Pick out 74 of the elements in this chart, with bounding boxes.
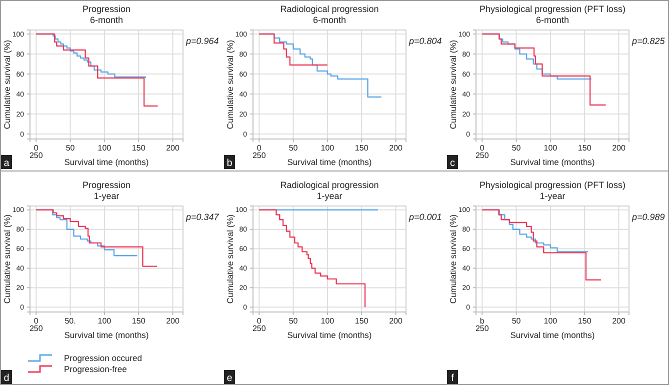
x-tick-label: 0 (34, 316, 39, 326)
x-tick-label: 100 (544, 316, 558, 326)
text: p=0.964 (185, 36, 219, 46)
x-tick-label: 200 (166, 144, 180, 153)
x-tick-label: 50 (512, 144, 522, 153)
x-tick-label: 150 (578, 144, 592, 153)
chart-subtitle: 6-month (90, 15, 124, 25)
x-axis-title: Survival time (months) (64, 157, 149, 167)
x-axis-title: Survival time (months) (510, 157, 595, 167)
text: 250 (475, 151, 490, 160)
x-tick-label: 150 (132, 144, 146, 153)
x-axis-title: Survival time (months) (64, 330, 149, 340)
y-axis-title: Cumulative survival (%) (2, 214, 12, 304)
y-axis-title: Cumulative survival (%) (225, 214, 235, 304)
chart-title: Progression (82, 4, 131, 14)
chart-title: Radiological progression (280, 180, 379, 190)
text: p=0.804 (408, 36, 442, 46)
chart-title: Physiological progression (PFT loss) (480, 4, 626, 14)
x-tick-label: 200 (389, 144, 403, 153)
x-tick-label: 200 (612, 144, 626, 153)
text: d (4, 373, 10, 384)
chart-subtitle: 1-year (540, 191, 566, 201)
x-tick-label: 100 (320, 316, 335, 326)
x-tick-label: 150 (354, 144, 369, 153)
x-tick-label: 0 (34, 144, 39, 153)
x-axis-title: Survival time (months) (287, 330, 372, 340)
x-tick-label: 150 (132, 316, 146, 326)
x-tick-label: 0 (256, 144, 262, 153)
chart-title: Progression (82, 180, 131, 190)
x-tick-label: 200 (389, 316, 403, 326)
text: p=0.347 (185, 212, 220, 222)
text: 250 (252, 324, 266, 333)
chart-title: Physiological progression (PFT loss) (480, 180, 626, 190)
x-tick-label: b (480, 316, 485, 326)
legend-label: Progression-free (64, 364, 128, 374)
text: b (226, 158, 233, 169)
x-tick-label: 0 (256, 316, 262, 326)
x-tick-label: 50 (512, 316, 522, 326)
x-tick-label: 200 (612, 316, 626, 326)
chart-subtitle: 1-year (316, 191, 342, 201)
x-tick-label: 0 (480, 144, 485, 153)
text: 250 (475, 324, 490, 333)
text: 250 (29, 324, 44, 333)
legend-label: Progression occured (64, 353, 142, 363)
x-tick-label: 100 (98, 316, 112, 326)
text: f (451, 373, 454, 384)
text: a (4, 158, 10, 169)
chart-subtitle: 6-month (312, 15, 346, 25)
x-tick-label: 150 (354, 316, 369, 326)
x-axis-title: Survival time (months) (287, 157, 372, 167)
chart-subtitle: 1-year (94, 191, 120, 201)
chart-title: Radiological progression (280, 4, 379, 14)
text: p=0.989 (631, 212, 665, 222)
x-tick-label: 100 (98, 144, 112, 153)
text: e (226, 373, 233, 384)
x-tick-label: 50. (64, 316, 76, 326)
text: p=0.825 (631, 36, 666, 46)
x-tick-label: 50 (288, 144, 298, 153)
chart-subtitle: 6-month (536, 15, 570, 25)
y-axis-title: Cumulative survival (%) (225, 40, 235, 130)
x-tick-label: 200 (166, 316, 180, 326)
text: 250 (252, 151, 266, 160)
text: c (450, 158, 455, 169)
x-axis-title: Survival time (months) (510, 330, 595, 340)
x-tick-label: 100 (544, 144, 558, 153)
text: p=0.001 (408, 212, 442, 222)
text: 250 (29, 151, 44, 160)
y-axis-title: Cumulative survival (%) (2, 40, 12, 130)
x-tick-label: 100 (320, 144, 335, 153)
x-tick-label: 150 (578, 316, 592, 326)
y-axis-title: Cumulative survival (%) (448, 214, 458, 304)
y-axis-title: Cumulative survival (%) (448, 40, 458, 130)
x-tick-label: 50 (288, 316, 298, 326)
x-tick-label: 50 (66, 144, 76, 153)
